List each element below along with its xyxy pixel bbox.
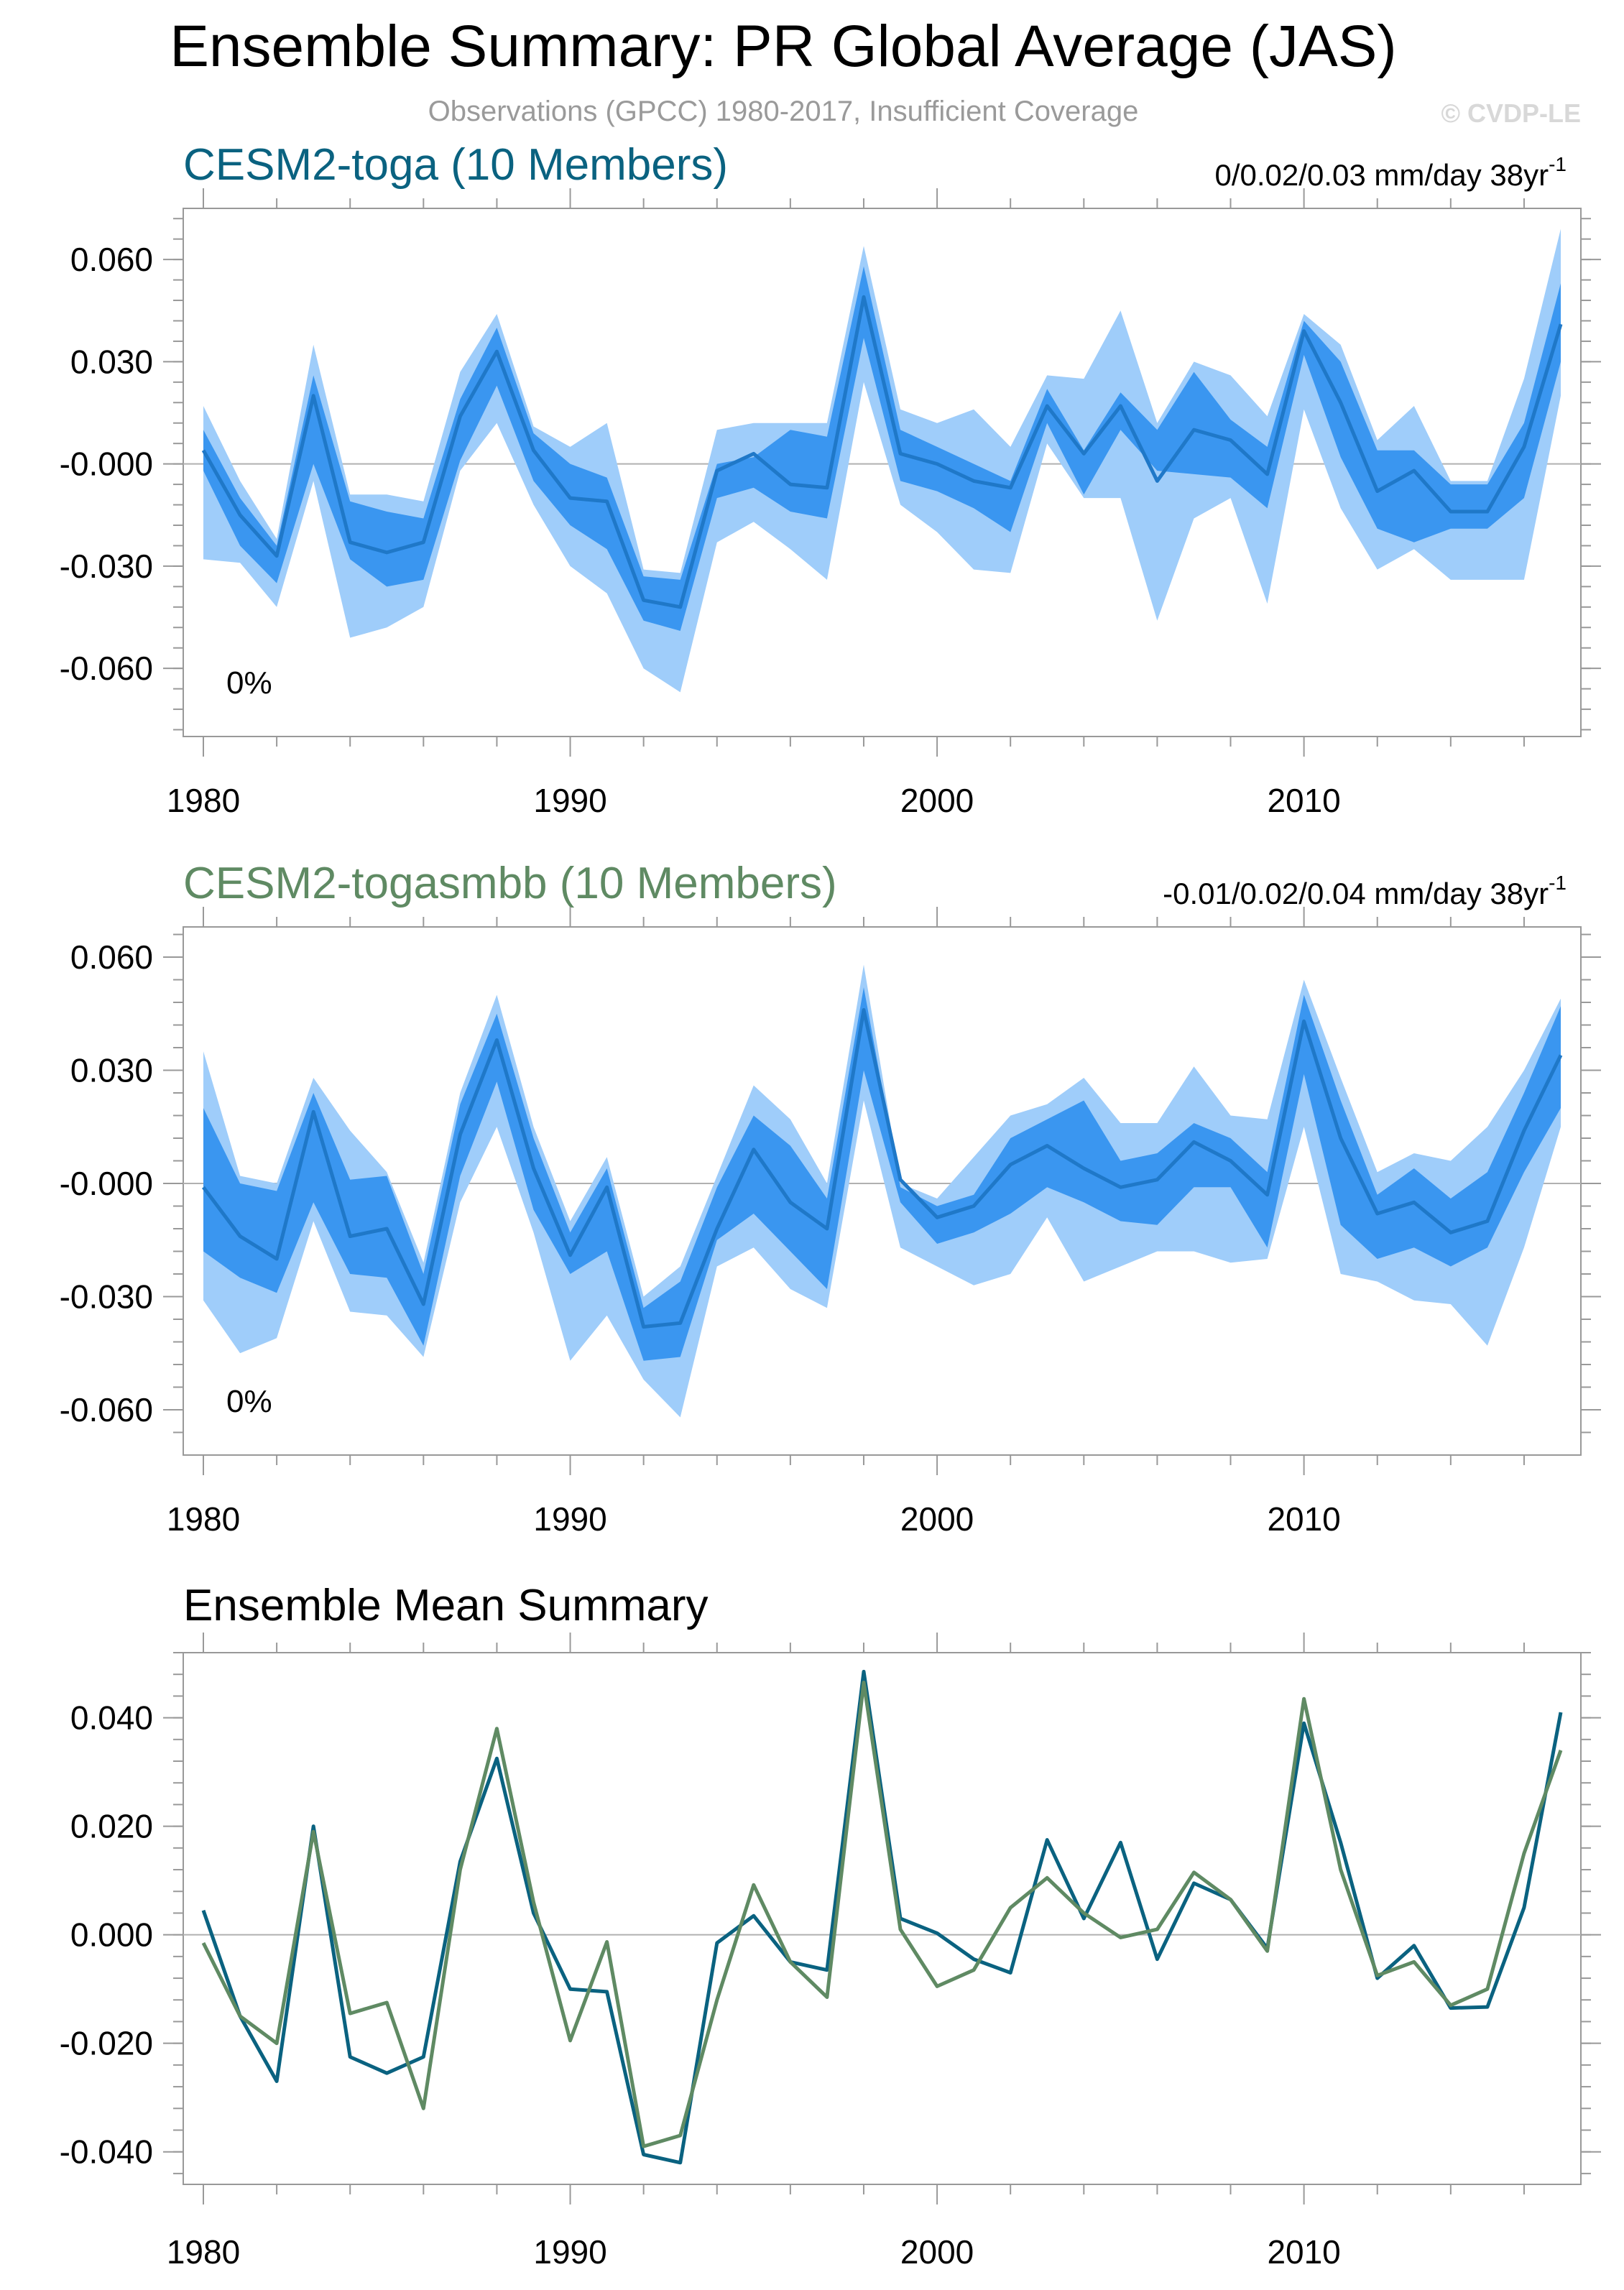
plot-frame xyxy=(183,208,1582,737)
panel2-trend-text: -0.01/0.02/0.04 mm/day 38yr xyxy=(1163,877,1549,910)
panel1-trend: 0/0.02/0.03 mm/day 38yr-1 xyxy=(1215,153,1567,192)
xtick-label: 2010 xyxy=(1267,782,1340,819)
ytick-label: -0.000 xyxy=(60,445,153,483)
xtick-label: 1980 xyxy=(167,2233,240,2271)
ytick-label: -0.020 xyxy=(60,2025,153,2062)
xtick-label: 1990 xyxy=(533,782,606,819)
panel2-trend-exp: -1 xyxy=(1549,872,1567,894)
xtick-label: 2000 xyxy=(900,782,974,819)
xtick-label: 2000 xyxy=(900,2233,974,2271)
panel1-title: CESM2-toga (10 Members) xyxy=(183,140,728,190)
ytick-label: -0.000 xyxy=(60,1165,153,1202)
panel1-plot: 0.060 0.030 -0.000 -0.030 -0.060 1980 1990 2000… xyxy=(60,188,1601,819)
ytick-label: 0.060 xyxy=(70,241,153,278)
xtick-label: 2010 xyxy=(1267,2233,1340,2271)
ytick-label: -0.060 xyxy=(60,650,153,687)
xtick-label: 1980 xyxy=(167,782,240,819)
ytick-label: 0.060 xyxy=(70,938,153,976)
ytick-label: 0.030 xyxy=(70,1052,153,1089)
ytick-label: 0.040 xyxy=(70,1699,153,1737)
ytick-label: -0.030 xyxy=(60,1278,153,1316)
ensemble-mean-line xyxy=(201,295,1563,609)
panel2-title: CESM2-togasmbb (10 Members) xyxy=(183,859,837,908)
panel3-plot: 0.040 0.020 0.000 -0.020 -0.040 1980 1990 2000 2… xyxy=(60,1633,1601,2271)
pct-label: 0% xyxy=(226,1384,272,1419)
iqr-band xyxy=(203,266,1561,631)
figure-subtitle: Observations (GPCC) 1980-2017, Insuffici… xyxy=(428,96,1139,127)
ytick-label: -0.040 xyxy=(60,2133,153,2171)
ytick-label: -0.030 xyxy=(60,548,153,585)
xtick-label: 2010 xyxy=(1267,1500,1340,1538)
xtick-label: 2000 xyxy=(900,1500,974,1538)
xtick-label: 1980 xyxy=(167,1500,240,1538)
ytick-label: 0.020 xyxy=(70,1808,153,1845)
plot-frame xyxy=(183,1652,1582,2185)
panel1-trend-text: 0/0.02/0.03 mm/day 38yr xyxy=(1215,158,1549,192)
panel2-plot: 0.060 0.030 -0.000 -0.030 -0.060 1980 1990 2000… xyxy=(60,907,1601,1538)
ytick-label: -0.060 xyxy=(60,1391,153,1428)
panel1-trend-exp: -1 xyxy=(1549,153,1567,175)
panel3-title: Ensemble Mean Summary xyxy=(183,1581,709,1630)
watermark: © CVDP-LE xyxy=(1441,98,1581,128)
range-band xyxy=(203,228,1561,693)
xtick-label: 1990 xyxy=(533,1500,606,1538)
series-line-cesm2-togasmbb xyxy=(201,1681,1563,2148)
plot-frame xyxy=(183,926,1582,1456)
ytick-label: 0.000 xyxy=(70,1916,153,1954)
figure-title: Ensemble Summary: PR Global Average (JAS… xyxy=(170,14,1397,79)
ytick-label: 0.030 xyxy=(70,343,153,380)
panel2-trend: -0.01/0.02/0.04 mm/day 38yr-1 xyxy=(1163,872,1567,910)
pct-label: 0% xyxy=(226,665,272,701)
xtick-label: 1990 xyxy=(533,2233,606,2271)
ensemble-mean-line xyxy=(201,1008,1563,1329)
